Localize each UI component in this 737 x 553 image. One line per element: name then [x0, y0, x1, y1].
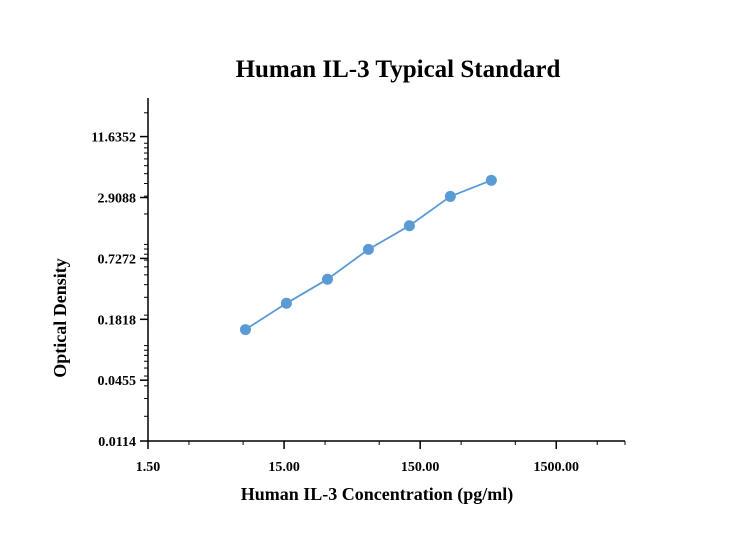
x-tick-label: 1500.00	[534, 460, 580, 475]
data-point	[485, 174, 497, 186]
data-point	[444, 190, 456, 202]
x-tick-label: 15.00	[268, 460, 300, 475]
y-axis-title: Optical Density	[50, 258, 70, 378]
x-axis-title: Human IL-3 Concentration (pg/ml)	[241, 484, 514, 505]
x-tick-label: 150.00	[401, 460, 440, 475]
data-point	[280, 297, 292, 309]
data-point	[239, 324, 251, 336]
y-tick-label: 0.1818	[98, 313, 137, 328]
data-point	[321, 273, 333, 285]
x-tick-label: 1.50	[136, 460, 161, 475]
chart-title: Human IL-3 Typical Standard	[236, 56, 561, 83]
data-point	[403, 220, 415, 232]
y-tick-label: 11.6352	[91, 131, 136, 146]
y-tick-label: 2.9088	[98, 191, 137, 206]
y-tick-label: 0.0455	[98, 374, 137, 389]
y-tick-label: 0.7272	[98, 252, 137, 267]
plot-area: 0.0114 0.0455 0.1818 0.7272 2.9088 11.6352 1.5…	[91, 98, 626, 475]
series-line	[244, 179, 492, 331]
y-tick-label: 0.0114	[98, 435, 136, 450]
data-point	[362, 243, 374, 255]
